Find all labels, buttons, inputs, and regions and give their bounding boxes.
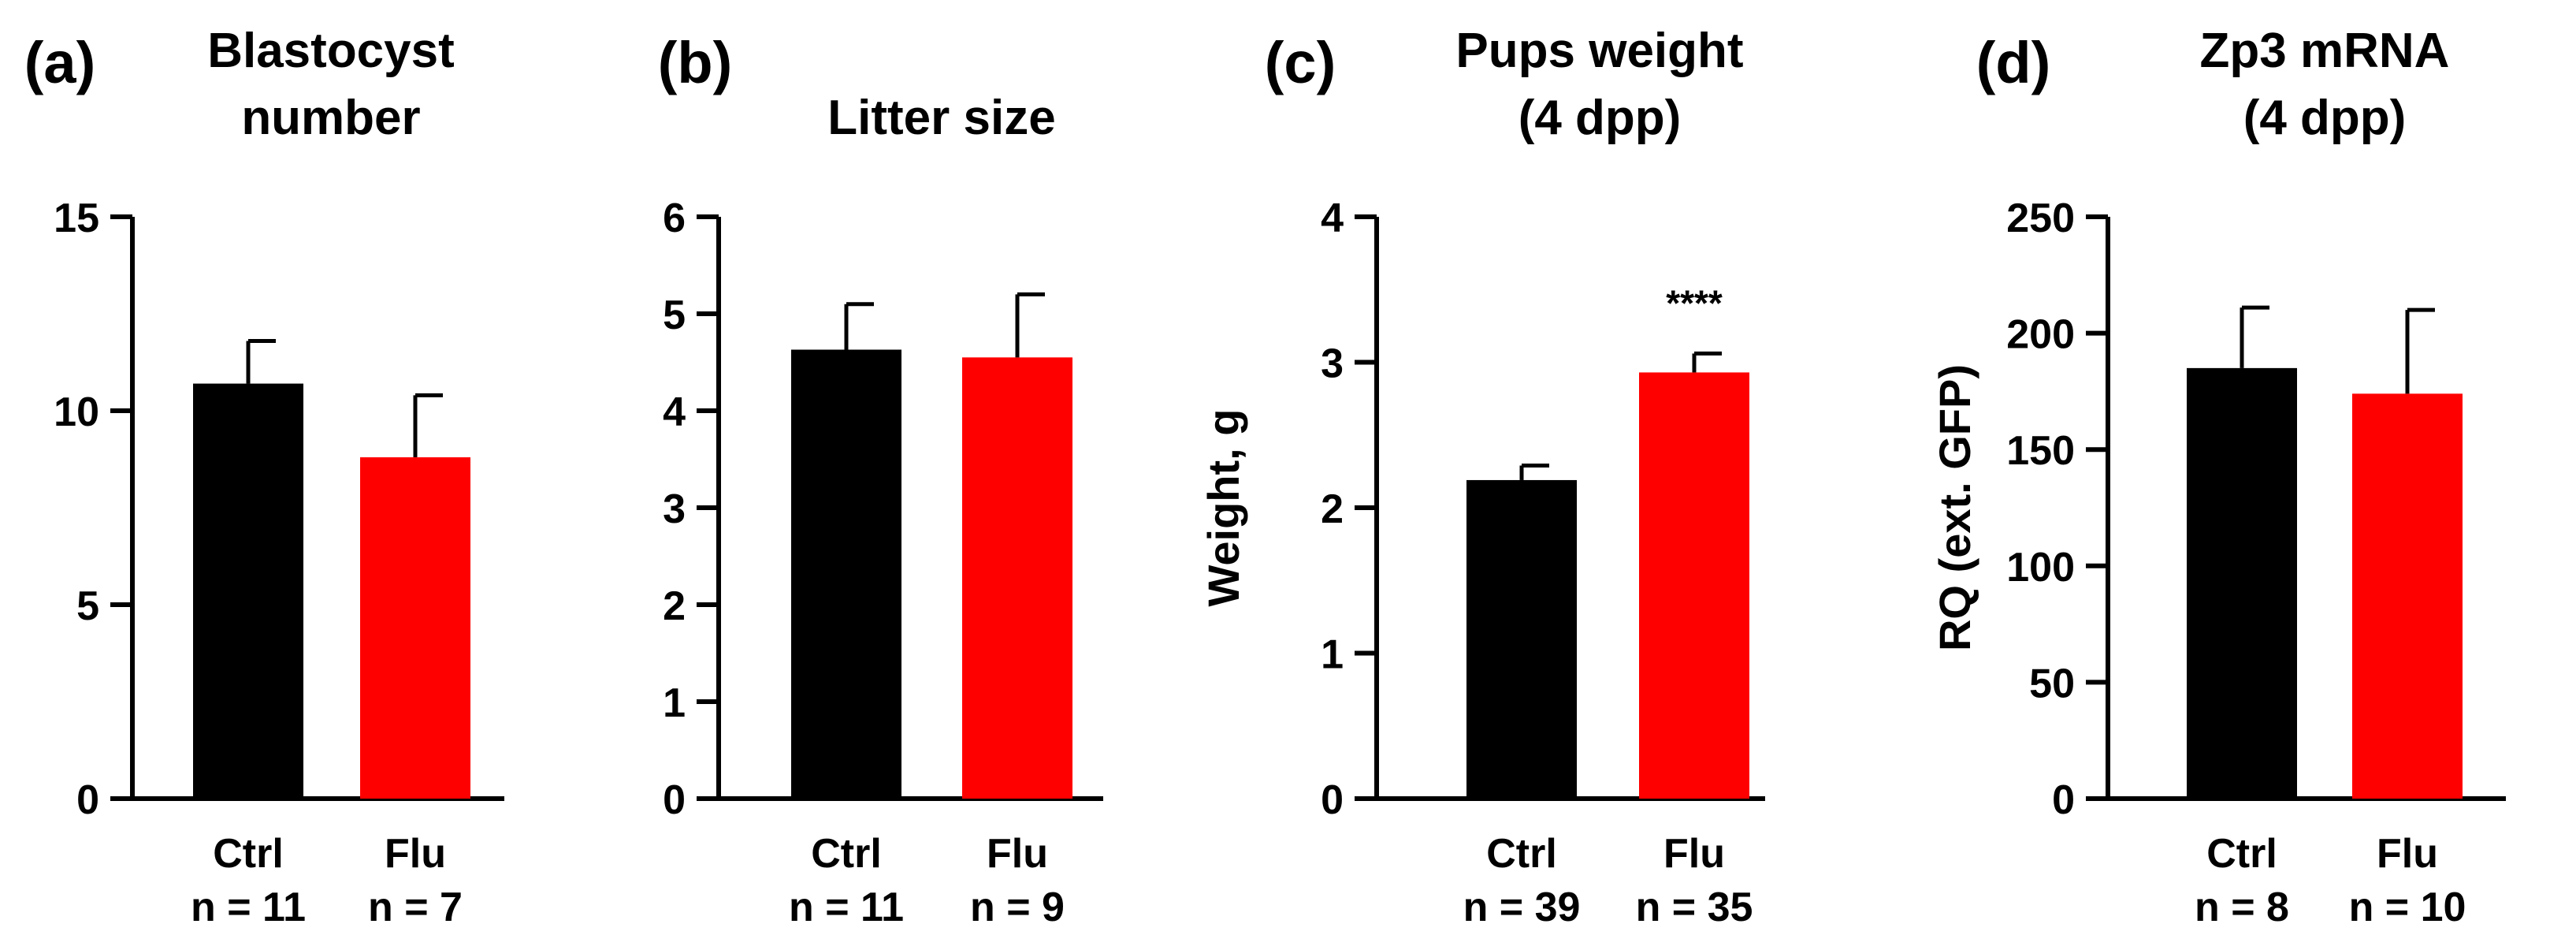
chart-panel-4: (d) Zp3 mRNA (4 dpp) 0 50 100 150 200 250 RQ (ext…: [1930, 24, 2506, 930]
y-tick-label: 150: [2006, 428, 2075, 474]
x-category-label: Ctrl: [811, 831, 882, 877]
y-tick-label: 2: [1321, 486, 1344, 532]
y-tick-label: 2: [663, 583, 686, 629]
x-category-label: Ctrl: [2206, 831, 2277, 877]
y-tick-label: 6: [663, 196, 686, 241]
bar-flu: [1639, 372, 1749, 799]
x-category-label: Flu: [385, 831, 446, 877]
chart-title-line: number: [241, 91, 420, 145]
bar-flu: [360, 457, 470, 799]
y-axis-label: Weight, g: [1199, 409, 1248, 607]
chart-title-line: Litter size: [827, 91, 1055, 145]
chart-title: Pups weight (4 dpp): [1455, 24, 1743, 145]
chart-panel-1: (a) Blastocyst number 0 5 10 15 Ctrl n = 11 Flu n …: [24, 24, 504, 930]
x-n-label: n = 10: [2349, 885, 2466, 930]
y-tick-label: 100: [2006, 545, 2075, 590]
chart-title-line: (4 dpp): [2243, 91, 2407, 145]
chart-title: Litter size: [827, 91, 1055, 145]
x-category-label: Ctrl: [1486, 831, 1557, 877]
chart-title-line: Pups weight: [1455, 24, 1743, 78]
x-n-label: n = 8: [2195, 885, 2289, 930]
y-tick-label: 5: [663, 292, 686, 338]
panel-label: (d): [1976, 30, 2051, 95]
chart-title-line: Zp3 mRNA: [2200, 24, 2450, 78]
bar-flu: [2352, 393, 2463, 799]
y-tick-label: 3: [663, 486, 686, 532]
x-category-label: Flu: [1663, 831, 1725, 877]
bar-ctrl: [2187, 367, 2297, 799]
y-tick-label: 0: [2052, 777, 2075, 823]
y-tick-label: 0: [1321, 777, 1344, 823]
chart-panel-3: (c) Pups weight (4 dpp) 0 1 2 3 4 Weight, g Ctrl n…: [1199, 24, 1765, 930]
chart-title: Blastocyst number: [207, 24, 455, 145]
bar-ctrl: [193, 383, 303, 799]
x-category-label: Flu: [2377, 831, 2438, 877]
x-n-label: n = 39: [1463, 885, 1581, 930]
x-n-label: n = 11: [191, 885, 306, 930]
x-n-label: n = 9: [970, 885, 1065, 930]
y-tick-label: 4: [1321, 196, 1344, 241]
y-tick-label: 4: [663, 389, 686, 435]
x-n-label: n = 7: [368, 885, 463, 930]
y-axis-label: RQ (ext. GFP): [1930, 364, 1979, 651]
y-tick-label: 10: [54, 389, 99, 435]
y-tick-label: 0: [76, 777, 99, 823]
y-tick-label: 50: [2029, 661, 2075, 706]
y-tick-label: 250: [2006, 196, 2075, 241]
x-category-label: Ctrl: [213, 831, 284, 877]
chart-title-line: Blastocyst: [207, 24, 455, 78]
significance-label: ****: [1666, 282, 1723, 323]
y-tick-label: 200: [2006, 312, 2075, 358]
y-tick-label: 1: [1321, 632, 1344, 678]
x-n-label: n = 35: [1636, 885, 1753, 930]
chart-title-line: (4 dpp): [1518, 91, 1682, 145]
chart-panel-2: (b) Litter size 0 1 2 3 4 5 6 Ctrl n = 11 Flu n = 9: [658, 30, 1103, 930]
panel-label: (c): [1265, 30, 1336, 95]
x-category-label: Flu: [987, 831, 1048, 877]
y-tick-label: 5: [76, 583, 99, 629]
bar-ctrl: [1466, 479, 1577, 799]
panel-label: (b): [658, 30, 733, 95]
x-n-label: n = 11: [789, 885, 904, 930]
y-tick-label: 1: [663, 680, 686, 726]
bar-ctrl: [791, 349, 901, 799]
y-tick-label: 3: [1321, 341, 1344, 387]
bar-flu: [962, 357, 1072, 799]
panel-label: (a): [24, 30, 95, 95]
chart-title: Zp3 mRNA (4 dpp): [2200, 24, 2450, 145]
y-tick-label: 0: [663, 777, 686, 823]
y-tick-label: 15: [54, 196, 99, 241]
